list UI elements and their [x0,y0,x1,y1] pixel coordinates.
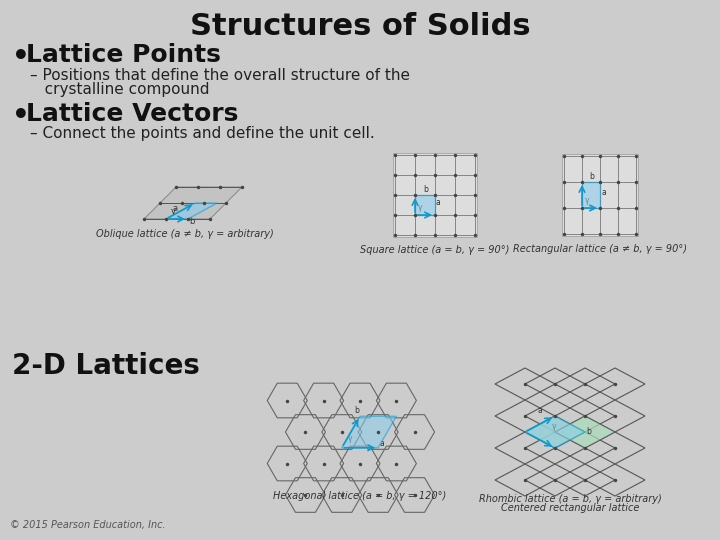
Polygon shape [342,416,397,448]
Text: a: a [436,198,441,207]
Polygon shape [555,416,615,448]
Text: Rectangular lattice (a ≠ b, γ = 90°): Rectangular lattice (a ≠ b, γ = 90°) [513,244,687,254]
Text: γ: γ [585,196,590,205]
Text: 2-D Lattices: 2-D Lattices [12,352,200,380]
Text: a: a [173,204,178,213]
Text: b: b [423,185,428,194]
Text: •: • [12,43,30,71]
Text: γ: γ [552,422,557,431]
Text: a: a [601,188,606,197]
Text: a: a [538,406,543,415]
Text: Square lattice (a = b, γ = 90°): Square lattice (a = b, γ = 90°) [360,245,510,255]
Polygon shape [525,416,585,448]
Text: b: b [189,217,194,226]
Text: – Connect the points and define the unit cell.: – Connect the points and define the unit… [30,126,374,141]
Text: Rhombic lattice (a = b, γ = arbitrary): Rhombic lattice (a = b, γ = arbitrary) [479,494,662,504]
Text: crystalline compound: crystalline compound [30,82,210,97]
Text: b: b [354,406,359,415]
Polygon shape [582,182,600,208]
Text: Structures of Solids: Structures of Solids [189,12,531,41]
Bar [393,153,477,237]
Polygon shape [144,187,242,219]
Text: © 2015 Pearson Education, Inc.: © 2015 Pearson Education, Inc. [10,520,166,530]
Text: γ: γ [418,203,423,212]
Text: – Positions that define the overall structure of the: – Positions that define the overall stru… [30,68,410,83]
Text: Hexagonal lattice (a = b, γ = 120°): Hexagonal lattice (a = b, γ = 120°) [274,491,446,501]
Bar [562,154,638,236]
Text: Lattice Vectors: Lattice Vectors [26,102,238,126]
Text: Centered rectangular lattice: Centered rectangular lattice [501,503,639,513]
Text: γ: γ [348,434,352,443]
Polygon shape [525,416,585,448]
Polygon shape [166,203,217,219]
Text: Lattice Points: Lattice Points [26,43,221,67]
Text: •: • [12,102,30,130]
Text: γ: γ [171,207,176,216]
Text: b: b [589,172,594,181]
Text: Oblique lattice (a ≠ b, γ = arbitrary): Oblique lattice (a ≠ b, γ = arbitrary) [96,229,274,239]
Polygon shape [415,195,435,215]
Text: a: a [379,438,384,448]
Text: b: b [586,427,591,436]
